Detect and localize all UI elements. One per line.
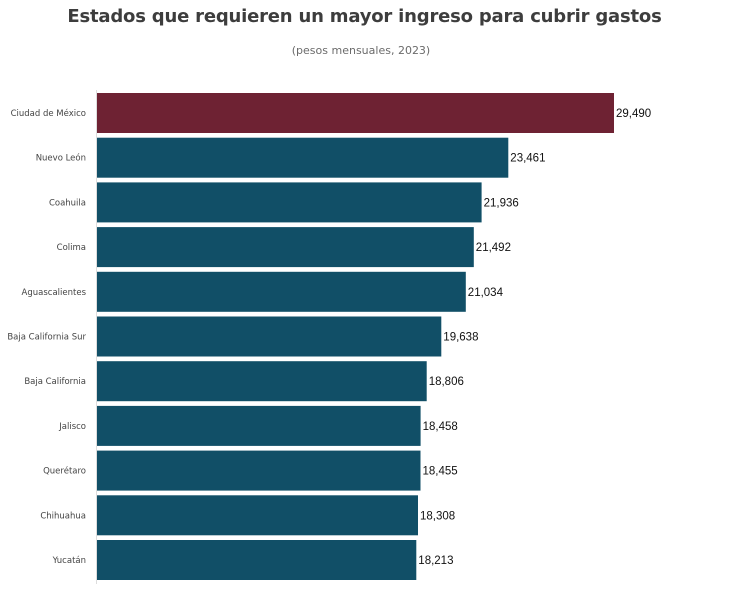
bar-4 <box>97 271 466 312</box>
value-label-7: 18,458 <box>423 421 458 433</box>
value-label-0: 29,490 <box>616 108 651 120</box>
bar-8 <box>97 450 421 491</box>
value-label-10: 18,213 <box>418 555 453 567</box>
bar-2 <box>97 182 482 223</box>
category-label-10: Yucatán <box>52 556 86 566</box>
category-label-5: Baja California Sur <box>7 333 86 343</box>
category-label-4: Aguascalientes <box>22 288 87 298</box>
value-label-4: 21,034 <box>468 287 504 299</box>
value-label-1: 23,461 <box>510 153 545 165</box>
bar-9 <box>97 495 418 536</box>
value-label-3: 21,492 <box>476 242 511 254</box>
category-label-1: Nuevo León <box>36 153 86 164</box>
bar-1 <box>97 137 509 178</box>
bar-10 <box>97 540 417 580</box>
category-label-2: Coahuila <box>49 198 86 208</box>
category-label-0: Ciudad de México <box>11 108 86 119</box>
category-label-6: Baja California <box>24 377 86 387</box>
bar-3 <box>97 227 474 268</box>
value-label-5: 19,638 <box>443 332 478 344</box>
category-label-3: Colima <box>57 243 86 253</box>
chart-title: Estados que requieren un mayor ingreso p… <box>67 6 662 27</box>
bar-0 <box>97 93 614 133</box>
category-label-7: Jalisco <box>58 422 86 432</box>
bar-7 <box>97 405 421 446</box>
value-label-6: 18,806 <box>429 376 464 388</box>
category-label-9: Chihuahua <box>40 511 86 521</box>
chart-subtitle: (pesos mensuales, 2023) <box>291 44 431 57</box>
bars-group: Ciudad de México 29,490 Nuevo León 23,461 Co… <box>7 93 651 580</box>
bar-5 <box>97 316 442 357</box>
category-label-8: Querétaro <box>43 466 86 477</box>
value-label-9: 18,308 <box>420 510 455 522</box>
bar-6 <box>97 361 427 402</box>
value-label-2: 21,936 <box>484 197 519 209</box>
value-label-8: 18,455 <box>423 466 458 478</box>
